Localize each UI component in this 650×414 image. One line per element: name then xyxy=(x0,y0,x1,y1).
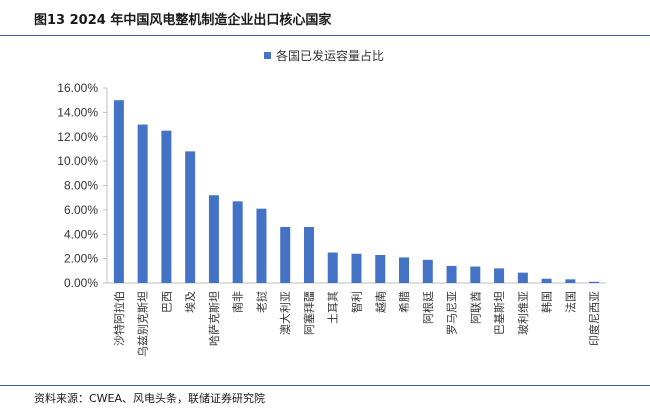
category-label: 土耳其 xyxy=(327,291,340,324)
bar xyxy=(256,208,267,283)
y-tick-label: 8.00% xyxy=(64,179,98,193)
bar xyxy=(280,226,291,283)
bar xyxy=(399,257,410,283)
y-tick-label: 14.00% xyxy=(57,105,98,119)
bar xyxy=(208,195,219,283)
category-label: 哈萨克斯坦 xyxy=(207,291,221,346)
category-label: 巴西 xyxy=(160,291,173,313)
figure-title: 图13 2024 年中国风电整机制造企业出口核心国家 xyxy=(34,13,332,28)
category-label: 法国 xyxy=(563,291,577,313)
category-label: 越南 xyxy=(373,291,387,313)
bar xyxy=(161,130,172,283)
bar xyxy=(303,226,314,283)
category-label: 巴基斯坦 xyxy=(492,291,506,335)
y-tick-label: 12.00% xyxy=(57,130,98,144)
bar xyxy=(351,253,362,283)
bar xyxy=(137,124,148,283)
bar xyxy=(327,252,338,283)
category-label: 南非 xyxy=(232,291,245,313)
bar xyxy=(565,279,576,283)
bar xyxy=(113,100,124,283)
y-tick-label: 0.00% xyxy=(64,276,98,290)
bar xyxy=(446,265,457,283)
bar xyxy=(422,259,433,283)
footer-rule xyxy=(0,385,650,386)
legend-label: 各国已发运容量占比 xyxy=(276,48,384,63)
bar xyxy=(185,151,196,283)
category-label: 希腊 xyxy=(397,291,411,313)
category-label: 智利 xyxy=(350,291,364,313)
bar xyxy=(517,272,528,283)
header-rule xyxy=(0,35,650,36)
bar-chart: 各国已发运容量占比 0.00% 2.00% 4.00% 6.00% 8.00% 10.00%… xyxy=(57,48,606,357)
figure-header: 图13 2024 年中国风电整机制造企业出口核心国家 xyxy=(0,0,650,38)
bar xyxy=(541,278,552,283)
bar xyxy=(375,254,386,283)
y-tick-label: 10.00% xyxy=(57,154,98,168)
category-label: 澳大利亚 xyxy=(278,291,292,335)
category-label: 阿根廷 xyxy=(421,291,435,324)
legend-swatch xyxy=(264,52,271,59)
category-label: 印度尼西亚 xyxy=(587,291,601,346)
y-tick-label: 16.00% xyxy=(57,81,98,95)
y-tick-label: 2.00% xyxy=(64,252,98,266)
y-tick-label: 4.00% xyxy=(64,227,98,241)
bar xyxy=(589,281,600,283)
category-label: 阿塞拜疆 xyxy=(302,291,316,335)
y-tick-label: 6.00% xyxy=(64,203,98,217)
bar xyxy=(232,201,243,283)
category-label: 韩国 xyxy=(540,291,554,313)
category-label: 埃及 xyxy=(183,291,197,313)
category-label: 玻利维亚 xyxy=(517,291,530,335)
category-label: 老挝 xyxy=(254,291,268,313)
source-note: 资料来源：CWEA、风电头条，联储证券研究院 xyxy=(34,392,266,405)
category-label: 罗马尼亚 xyxy=(446,291,459,335)
bar xyxy=(494,268,505,283)
category-label: 阿联酋 xyxy=(468,291,482,324)
category-label: 沙特阿拉伯 xyxy=(112,291,126,346)
bar xyxy=(470,266,481,283)
category-label: 乌兹别克斯坦 xyxy=(136,291,150,357)
